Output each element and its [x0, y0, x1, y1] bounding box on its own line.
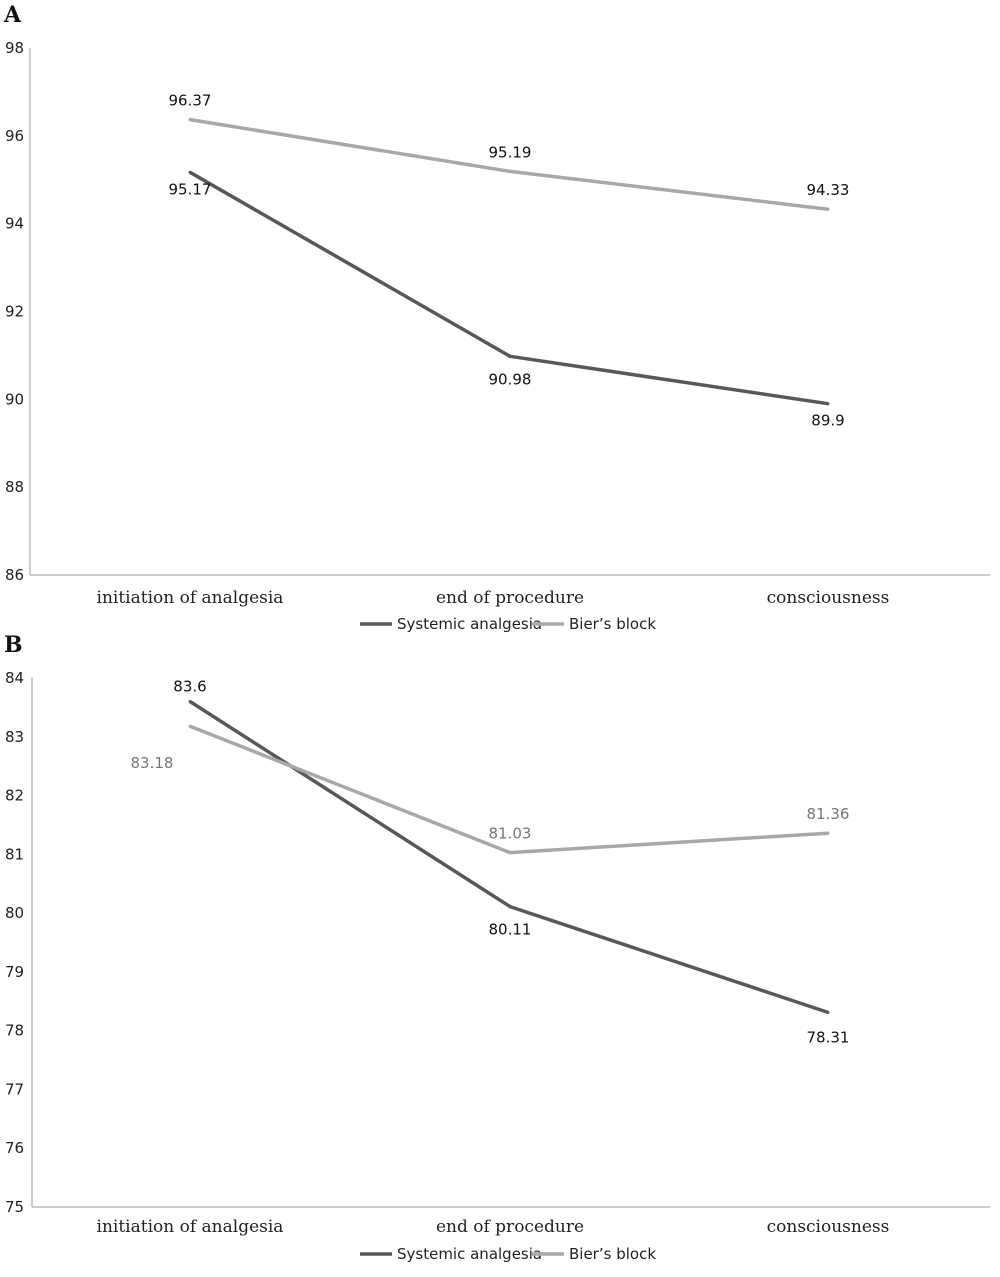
data-point — [508, 905, 512, 909]
y-tick-label: 79 — [5, 963, 24, 981]
y-tick-label: 81 — [5, 845, 24, 863]
y-tick-label: 75 — [5, 1198, 24, 1216]
data-label: 90.98 — [489, 370, 532, 388]
y-tick-label: 94 — [5, 215, 24, 233]
y-tick-label: 88 — [5, 478, 24, 496]
series-line-systemic-analgesia — [189, 170, 829, 406]
data-point — [826, 402, 830, 406]
data-label: 94.33 — [807, 181, 850, 199]
data-label: 83.18 — [131, 754, 174, 772]
series-line-systemic-analgesia — [189, 700, 829, 1015]
x-category-label: end of procedure — [436, 588, 584, 608]
data-label: 80.11 — [489, 921, 532, 939]
data-label: 78.31 — [807, 1028, 850, 1046]
data-point — [508, 851, 512, 855]
data-point — [508, 354, 512, 358]
data-label: 95.19 — [489, 143, 532, 161]
data-point — [826, 1010, 830, 1014]
legend-label: Systemic analgesia — [397, 1245, 542, 1263]
y-tick-label: 86 — [5, 566, 24, 584]
data-point — [826, 831, 830, 835]
y-tick-label: 80 — [5, 904, 24, 922]
x-category-label: end of procedure — [436, 1217, 584, 1237]
y-tick-label: 98 — [5, 39, 24, 57]
x-category-label: initiation of analgesia — [97, 588, 284, 608]
data-point — [508, 169, 512, 173]
chart-panel-a: A 86 88 90 92 94 96 98 initiation of analgesia en… — [3, 2, 990, 633]
data-label: 95.17 — [169, 180, 212, 198]
y-tick-label: 90 — [5, 390, 24, 408]
panel-letter: B — [4, 632, 23, 658]
x-category-label: consciousness — [767, 588, 890, 608]
legend-label: Bier’s block — [569, 615, 656, 633]
data-label: 81.36 — [807, 805, 850, 823]
panel-letter: A — [3, 2, 22, 28]
data-point — [826, 207, 830, 211]
data-point — [188, 118, 192, 122]
data-label: 81.03 — [489, 825, 532, 843]
y-tick-label: 78 — [5, 1022, 24, 1040]
x-category-label: initiation of analgesia — [97, 1217, 284, 1237]
y-tick-label: 77 — [5, 1080, 24, 1098]
data-point — [188, 700, 192, 704]
data-point — [188, 724, 192, 728]
data-label: 96.37 — [169, 92, 212, 110]
chart-panel-b: B 75 76 77 78 79 80 81 82 83 84 initiation of analg… — [4, 632, 990, 1263]
series-line-biers-block — [189, 117, 829, 211]
data-label: 89.9 — [811, 412, 844, 430]
y-tick-label: 92 — [5, 303, 24, 321]
data-point — [188, 170, 192, 174]
legend-label: Systemic analgesia — [397, 615, 542, 633]
y-tick-label: 84 — [5, 669, 24, 687]
legend-label: Bier’s block — [569, 1245, 656, 1263]
y-tick-label: 83 — [5, 728, 24, 746]
data-label: 83.6 — [173, 678, 206, 696]
y-tick-label: 96 — [5, 127, 24, 145]
y-tick-label: 76 — [5, 1139, 24, 1157]
x-category-label: consciousness — [767, 1217, 890, 1237]
y-tick-label: 82 — [5, 787, 24, 805]
